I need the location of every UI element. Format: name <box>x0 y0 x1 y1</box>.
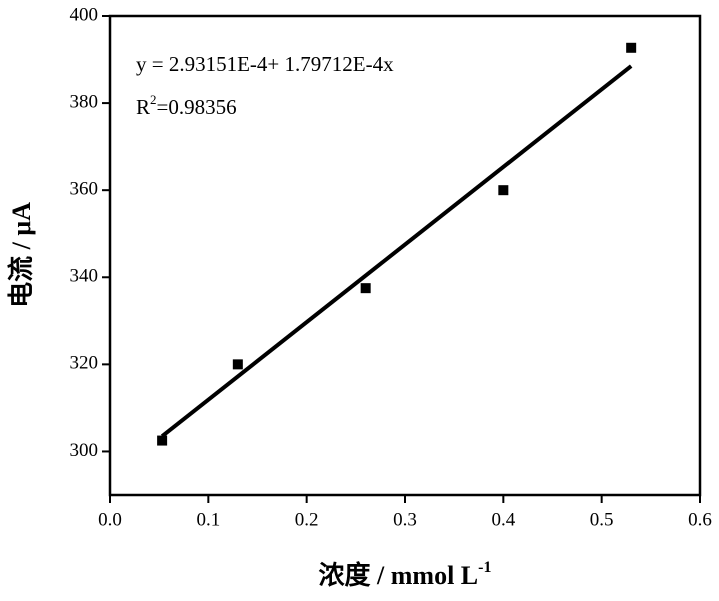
y-tick-label: 400 <box>70 4 99 25</box>
y-tick-label: 360 <box>70 179 99 200</box>
data-point <box>232 359 243 370</box>
r-squared: R2=0.98356 <box>136 92 237 119</box>
y-axis-label: 电流 / μA <box>7 202 36 308</box>
y-tick-label: 340 <box>70 266 99 287</box>
y-tick-label: 380 <box>70 91 99 112</box>
x-tick-label: 0.2 <box>295 509 319 530</box>
x-tick-label: 0.3 <box>393 509 417 530</box>
x-axis-label: 浓度 / mmol L-1 <box>319 559 492 590</box>
fit-line <box>160 64 633 438</box>
data-point <box>157 435 168 446</box>
y-tick-label: 320 <box>70 353 99 374</box>
data-point <box>626 42 637 53</box>
data-point <box>360 283 371 294</box>
equation: y = 2.93151E-4+ 1.79712E-4x <box>136 52 394 76</box>
y-tick-label: 300 <box>70 440 99 461</box>
x-tick-label: 0.0 <box>98 509 122 530</box>
data-point <box>498 185 509 196</box>
x-tick-label: 0.4 <box>491 509 515 530</box>
plot-frame <box>108 14 702 497</box>
x-tick-label: 0.1 <box>196 509 220 530</box>
x-tick-label: 0.6 <box>688 509 712 530</box>
x-tick-label: 0.5 <box>590 509 614 530</box>
